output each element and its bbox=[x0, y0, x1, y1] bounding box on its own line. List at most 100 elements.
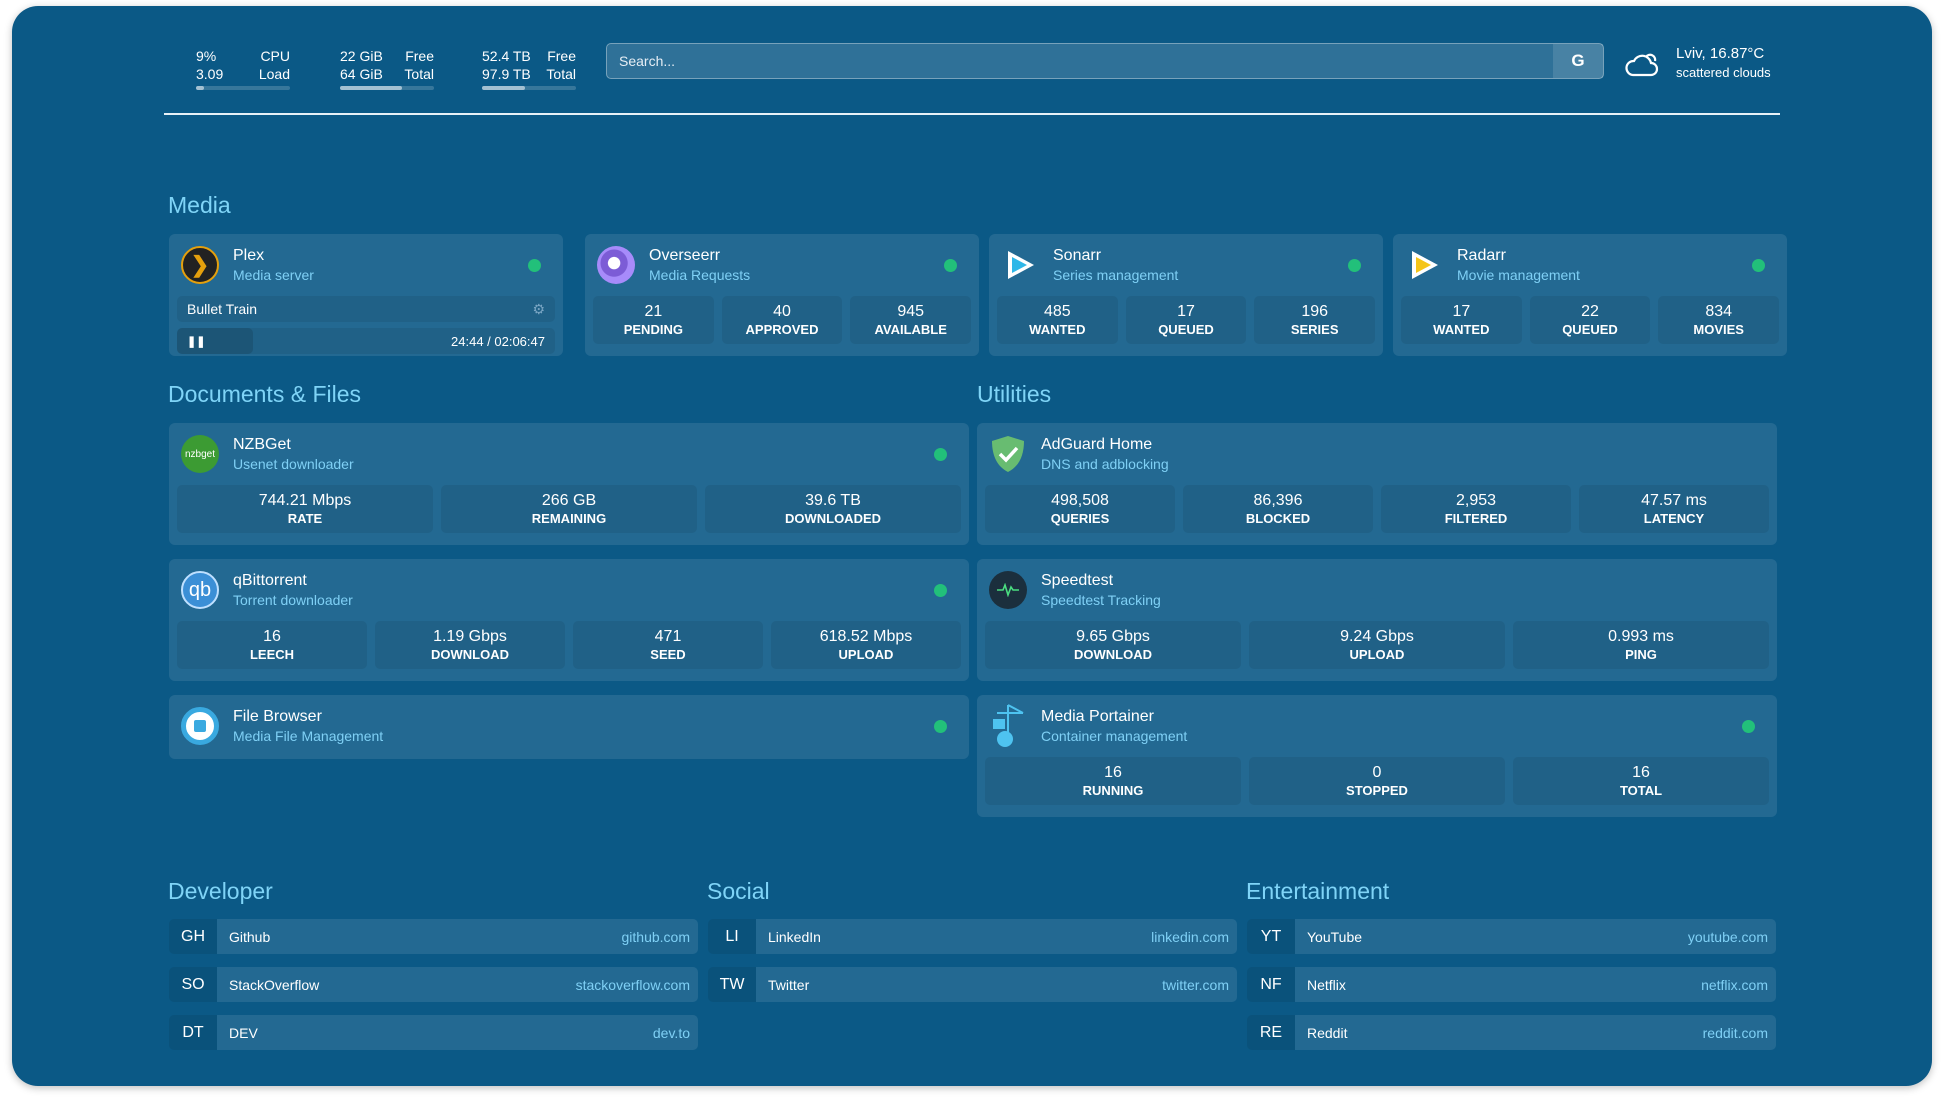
bookmark-github[interactable]: GH Github github.com bbox=[169, 919, 698, 954]
weather-location: Lviv, 16.87°C bbox=[1676, 45, 1765, 62]
stat-block: 0 STOPPED bbox=[1249, 757, 1505, 805]
stat-block: 9.65 Gbps DOWNLOAD bbox=[985, 621, 1241, 669]
bookmark-abbr: RE bbox=[1247, 1015, 1295, 1050]
section-heading-developer: Developer bbox=[168, 878, 273, 904]
service-card-qbittorrent[interactable]: qb qBittorrent Torrent downloader 16 LEECH 1.… bbox=[169, 559, 969, 681]
stat-label: PING bbox=[1625, 647, 1657, 662]
bookmark-name: Twitter bbox=[768, 976, 810, 993]
service-card-radarr[interactable]: Radarr Movie management 17 WANTED 22 QUEUED 83… bbox=[1393, 234, 1787, 356]
service-card-overseerr[interactable]: Overseerr Media Requests 21 PENDING 40 APPROV… bbox=[585, 234, 979, 356]
playback-time: 24:44 / 02:06:47 bbox=[451, 333, 545, 349]
status-dot bbox=[944, 258, 957, 272]
bookmark-url[interactable]: github.com bbox=[621, 928, 690, 945]
resource-value: 9% bbox=[196, 48, 217, 64]
stat-label: TOTAL bbox=[1619, 783, 1663, 798]
card-title: Sonarr bbox=[1053, 247, 1102, 264]
stat-value: 9.65 Gbps bbox=[1076, 628, 1150, 645]
card-title: File Browser bbox=[233, 708, 322, 725]
stats-row: 17 WANTED 22 QUEUED 834 MOVIES bbox=[1401, 296, 1780, 344]
pause-icon[interactable]: ❚❚ bbox=[187, 335, 206, 348]
bookmark-url[interactable]: linkedin.com bbox=[1151, 928, 1229, 945]
section-heading-media: Media bbox=[168, 192, 231, 218]
card-subtitle: Speedtest Tracking bbox=[1041, 592, 1161, 608]
stat-block: 744.21 Mbps RATE bbox=[177, 485, 433, 533]
resource-label: Free bbox=[547, 48, 576, 64]
bookmark-linkedin[interactable]: LI LinkedIn linkedin.com bbox=[708, 919, 1237, 954]
stat-block: 22 QUEUED bbox=[1529, 296, 1651, 344]
stat-block: 618.52 Mbps UPLOAD bbox=[771, 621, 961, 669]
file-browser-icon bbox=[181, 707, 219, 745]
gear-icon[interactable]: ⚙ bbox=[532, 300, 545, 317]
stat-label: SEED bbox=[650, 647, 686, 662]
stat-value: 40 bbox=[773, 303, 791, 320]
resource-value: 3.09 bbox=[196, 66, 224, 82]
bookmark-url[interactable]: stackoverflow.com bbox=[575, 976, 690, 993]
stat-value: 834 bbox=[1705, 303, 1733, 320]
bookmark-twitter[interactable]: TW Twitter twitter.com bbox=[708, 967, 1237, 1002]
bookmark-url[interactable]: youtube.com bbox=[1687, 928, 1768, 945]
service-card-filebrowser[interactable]: File Browser Media File Management bbox=[169, 695, 969, 759]
bookmark-url[interactable]: netflix.com bbox=[1701, 976, 1768, 993]
card-subtitle: Media File Management bbox=[233, 728, 384, 744]
bookmark-youtube[interactable]: YT YouTube youtube.com bbox=[1247, 919, 1776, 954]
card-title: Plex bbox=[233, 247, 265, 264]
status-dot bbox=[934, 447, 947, 461]
bookmark-stackoverflow[interactable]: SO StackOverflow stackoverflow.com bbox=[169, 967, 698, 1002]
stat-block: 17 WANTED bbox=[1401, 296, 1522, 344]
bookmark-dev[interactable]: DT DEV dev.to bbox=[169, 1015, 698, 1050]
cloud-icon bbox=[1625, 53, 1659, 77]
bookmark-name: LinkedIn bbox=[768, 928, 821, 945]
bookmark-name: Github bbox=[229, 928, 271, 945]
service-card-sonarr[interactable]: Sonarr Series management 485 WANTED 17 QUEUED… bbox=[989, 234, 1383, 356]
bookmark-url[interactable]: twitter.com bbox=[1162, 976, 1229, 993]
overseerr-icon bbox=[597, 246, 635, 284]
stat-label: LATENCY bbox=[1643, 511, 1705, 526]
search-input[interactable] bbox=[607, 44, 1553, 78]
stat-value: 618.52 Mbps bbox=[819, 628, 913, 645]
stats-row: 21 PENDING 40 APPROVED 945 AVAILABLE bbox=[593, 296, 972, 344]
card-subtitle: Torrent downloader bbox=[233, 592, 353, 608]
radarr-icon bbox=[1405, 246, 1443, 284]
bookmark-reddit[interactable]: RE Reddit reddit.com bbox=[1247, 1015, 1776, 1050]
bookmark-netflix[interactable]: NF Netflix netflix.com bbox=[1247, 967, 1776, 1002]
card-subtitle: Usenet downloader bbox=[233, 456, 354, 472]
stat-block: 47.57 ms LATENCY bbox=[1579, 485, 1769, 533]
bookmark-abbr: TW bbox=[708, 967, 756, 1002]
qbittorrent-icon: qb bbox=[181, 571, 219, 609]
bookmark-url[interactable]: dev.to bbox=[652, 1024, 690, 1041]
service-card-speedtest[interactable]: Speedtest Speedtest Tracking 9.65 Gbps DOWN… bbox=[977, 559, 1777, 681]
service-card-portainer[interactable]: Media Portainer Container management 16 RUN… bbox=[977, 695, 1777, 817]
service-card-nzbget[interactable]: nzbget NZBGet Usenet downloader 744.21 Mbps… bbox=[169, 423, 969, 545]
resource-value: 52.4 TB bbox=[482, 48, 531, 64]
card-title: Media Portainer bbox=[1041, 708, 1154, 725]
stat-label: WANTED bbox=[1433, 322, 1490, 337]
stat-value: 16 bbox=[263, 628, 281, 645]
stat-value: 266 GB bbox=[541, 492, 597, 509]
resource-row: 3.09 Load bbox=[196, 65, 290, 83]
stat-block: 196 SERIES bbox=[1254, 296, 1376, 344]
section-heading-documents: Documents & Files bbox=[168, 381, 362, 407]
resource-label: Free bbox=[405, 48, 434, 64]
stat-block: 1.19 Gbps DOWNLOAD bbox=[375, 621, 565, 669]
stat-value: 196 bbox=[1301, 303, 1329, 320]
service-card-adguard[interactable]: AdGuard Home DNS and adblocking 498,508 QUE… bbox=[977, 423, 1777, 545]
stat-block: 40 APPROVED bbox=[721, 296, 843, 344]
search-provider-button[interactable]: G bbox=[1553, 44, 1603, 78]
bookmark-name: YouTube bbox=[1307, 928, 1363, 945]
bookmark-abbr: YT bbox=[1247, 919, 1295, 954]
stat-label: FILTERED bbox=[1444, 511, 1508, 526]
stat-value: 498,508 bbox=[1051, 492, 1109, 509]
resource-label: Load bbox=[258, 66, 290, 82]
bookmark-url[interactable]: reddit.com bbox=[1702, 1024, 1768, 1041]
resource-label: Total bbox=[404, 66, 434, 82]
stat-value: 39.6 TB bbox=[805, 492, 861, 509]
stats-row: 16 RUNNING 0 STOPPED 16 TOTAL bbox=[985, 757, 1769, 805]
playback-bar: ❚❚ 24:44 / 02:06:47 bbox=[177, 328, 555, 354]
service-card-plex[interactable]: ❯ Plex Media server Bullet Train ⚙ ❚❚ 24:4… bbox=[169, 234, 563, 356]
stat-value: 945 bbox=[897, 303, 925, 320]
card-title: NZBGet bbox=[233, 436, 291, 453]
card-subtitle: DNS and adblocking bbox=[1041, 456, 1169, 472]
stat-block: 498,508 QUERIES bbox=[985, 485, 1175, 533]
stat-label: QUEUED bbox=[1562, 322, 1618, 337]
stat-value: 86,396 bbox=[1253, 492, 1303, 509]
